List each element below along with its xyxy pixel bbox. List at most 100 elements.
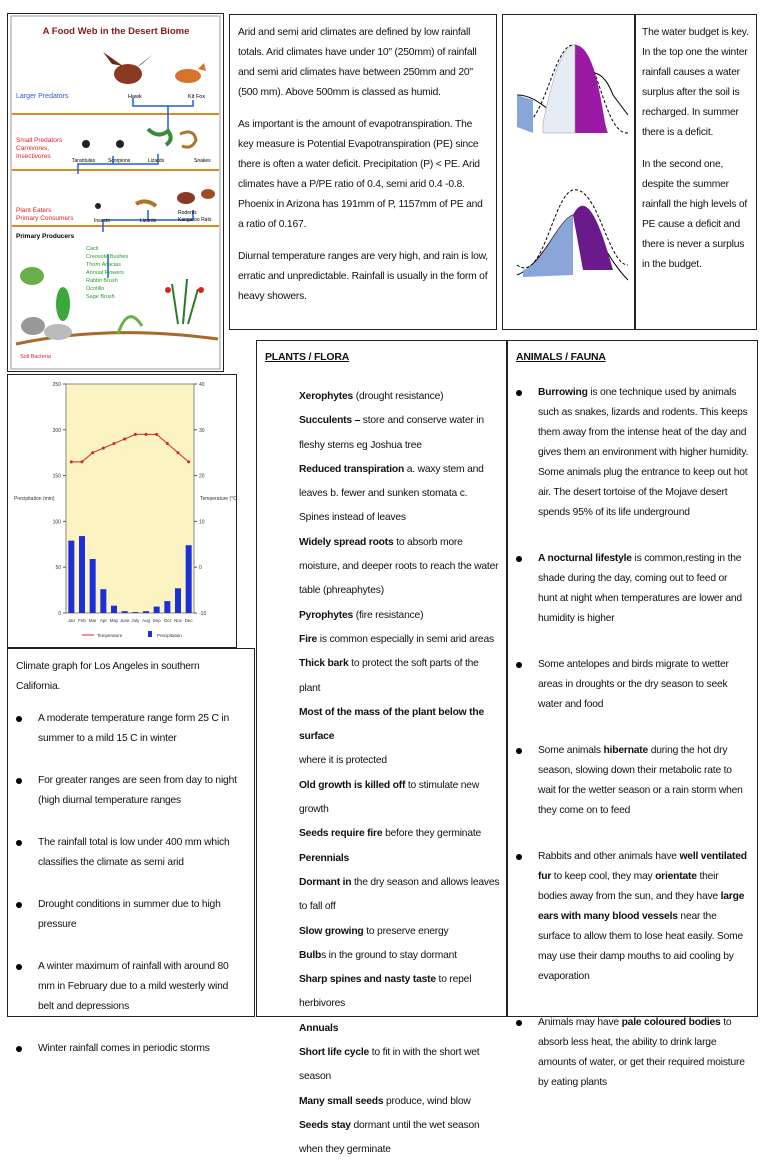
climate-notes-panel: Climate graph for Los Angeles in souther… — [7, 648, 255, 1054]
bullet: Winter rainfall comes in periodic storms — [16, 1039, 246, 1059]
arrows — [77, 98, 194, 278]
plant-item: Slow growing to preserve energy — [299, 920, 500, 944]
plants-art — [15, 267, 219, 346]
y2-tick-label: 0 — [199, 565, 202, 571]
y2-axis-label: Temperature (°C) — [200, 496, 236, 502]
bold-text: Short life cycle — [299, 1047, 370, 1059]
bar — [164, 601, 171, 613]
intro-panel: Arid and semi arid climates are defined … — [229, 14, 497, 330]
text: Rabbits and other animals have — [538, 851, 680, 862]
bold-text: Sharp spines and nasty taste — [299, 974, 436, 986]
text: to keep cool, they may — [551, 871, 656, 882]
text: to preserve energy — [363, 925, 449, 937]
food-web-label: Thorn Acacias — [86, 262, 121, 268]
point — [187, 460, 191, 464]
text: As important is the amount of evapotrans… — [238, 119, 483, 230]
food-web-label: Creosote Bushes — [86, 254, 128, 260]
text: Some animals — [538, 745, 604, 756]
plant-item: Dormant in the dry season and allows lea… — [299, 871, 500, 920]
animal-item: Animals may have pale coloured bodies to… — [516, 1013, 749, 1093]
text: to stimulate new growth — [299, 779, 480, 816]
bold-text: Dormant in — [299, 876, 352, 888]
food-web-label: Insectivores — [16, 153, 51, 160]
text: s in the ground to stay dormant — [321, 949, 457, 961]
animal-list: Burrowing is one technique used by anima… — [516, 383, 749, 1093]
paragraph: As important is the amount of evapotrans… — [238, 115, 488, 235]
y2-tick-label: 20 — [199, 474, 205, 480]
text: (drought resistance) — [353, 391, 444, 402]
x-tick-label: Sep — [153, 618, 162, 623]
point — [91, 451, 95, 455]
animals-panel: ANIMALS / FAUNA Burrowing is one techniqu… — [507, 340, 758, 1088]
bold-text: well ventilated fur — [538, 851, 747, 882]
deficit-fill — [575, 45, 608, 133]
surplus-fill — [517, 95, 533, 133]
food-web-label: Rabbit Brush — [86, 278, 118, 284]
food-web-label: Scorpions — [108, 158, 131, 164]
food-web-label: Lizards — [140, 218, 157, 224]
y-tick-label: 150 — [53, 474, 62, 480]
bold-text: Most of the mass of the plant below the … — [299, 706, 484, 743]
point — [155, 432, 159, 436]
x-tick-label: Feb — [78, 618, 86, 623]
point — [80, 460, 84, 464]
legend-label: Precipitation — [157, 633, 182, 638]
point — [133, 432, 137, 436]
climate-graph-panel: 0 50 100 150 200 250 -10 0 10 20 30 40 Precipitation… — [7, 374, 239, 648]
plant-item: where it is protected — [299, 749, 500, 773]
bar — [121, 611, 128, 613]
text: Animals may have — [538, 1017, 622, 1028]
bar — [153, 606, 160, 613]
y-tick-label: 250 — [53, 382, 62, 388]
bold-text: A nocturnal lifestyle — [538, 553, 632, 564]
text: before they germinate — [382, 828, 482, 840]
animal-item: Rabbits and other animals have well vent… — [516, 847, 749, 987]
paragraph: Arid and semi arid climates are defined … — [238, 23, 488, 103]
food-web-label: Primary Producers — [16, 233, 75, 240]
x-tick-label: Apr — [100, 618, 108, 623]
plant-item: Sharp spines and nasty taste to repel he… — [299, 968, 500, 1017]
plant-list: Xerophytes (drought resistance) Succulent… — [265, 385, 500, 1163]
food-web-label: Tarantulas — [72, 158, 96, 164]
bar — [143, 611, 149, 613]
animals — [82, 52, 215, 209]
bold-text: Burrowing — [538, 387, 588, 398]
bold-text: Succulents – — [299, 415, 361, 427]
bar — [89, 558, 96, 613]
paragraph: In the second one, despite the summer ra… — [642, 155, 750, 275]
text: the dry season and allows leaves to fall… — [299, 876, 500, 913]
text: Diurnal temperature ranges are very high… — [238, 251, 488, 302]
water-budget-panel: The water budget is key. In the top one … — [635, 14, 757, 330]
plant-item: Fire is common especially in semi arid a… — [299, 628, 500, 652]
y-tick-label: 50 — [55, 565, 61, 571]
plant-item: Xerophytes (drought resistance) — [299, 385, 500, 409]
text: Some antelopes and birds migrate to wett… — [538, 659, 729, 710]
point — [123, 437, 127, 441]
bold-text: Fire — [299, 633, 318, 645]
legend-label: Temperature — [97, 633, 123, 638]
food-web-label: Insects — [94, 218, 110, 224]
bar — [100, 589, 107, 613]
bar — [111, 605, 117, 613]
point — [176, 451, 180, 455]
page: Desert Biome { "food_web": { "title": "A… — [7, 13, 758, 1156]
food-web-label: Sage Brush — [86, 294, 115, 300]
plant-item: Succulents – store and conserve water in… — [299, 409, 500, 458]
bar — [132, 612, 139, 613]
food-web-label: Small Predators — [16, 137, 63, 144]
point — [69, 460, 73, 464]
plant-item: Old growth is killed off to stimulate ne… — [299, 774, 500, 823]
text: The water budget is key. In the top one … — [642, 27, 749, 138]
bold-text: Widely spread roots — [299, 536, 394, 548]
bold-text: Seeds stay — [299, 1119, 351, 1131]
paragraph: The water budget is key. In the top one … — [642, 23, 750, 143]
text: during the hot dry season, slowing down … — [538, 745, 743, 816]
bullet: A winter maximum of rainfall with around… — [16, 957, 246, 1017]
bullet: The rainfall total is low under 400 mm w… — [16, 833, 246, 873]
plant-item: Thick bark to protect the soft parts of … — [299, 652, 500, 701]
bold-text: Reduced transpiration — [299, 463, 405, 475]
point — [144, 432, 148, 436]
bold-text: Bulb — [299, 949, 322, 961]
bold-text: hibernate — [603, 745, 649, 756]
plant-item: Seeds require fire before they germinate — [299, 822, 500, 846]
